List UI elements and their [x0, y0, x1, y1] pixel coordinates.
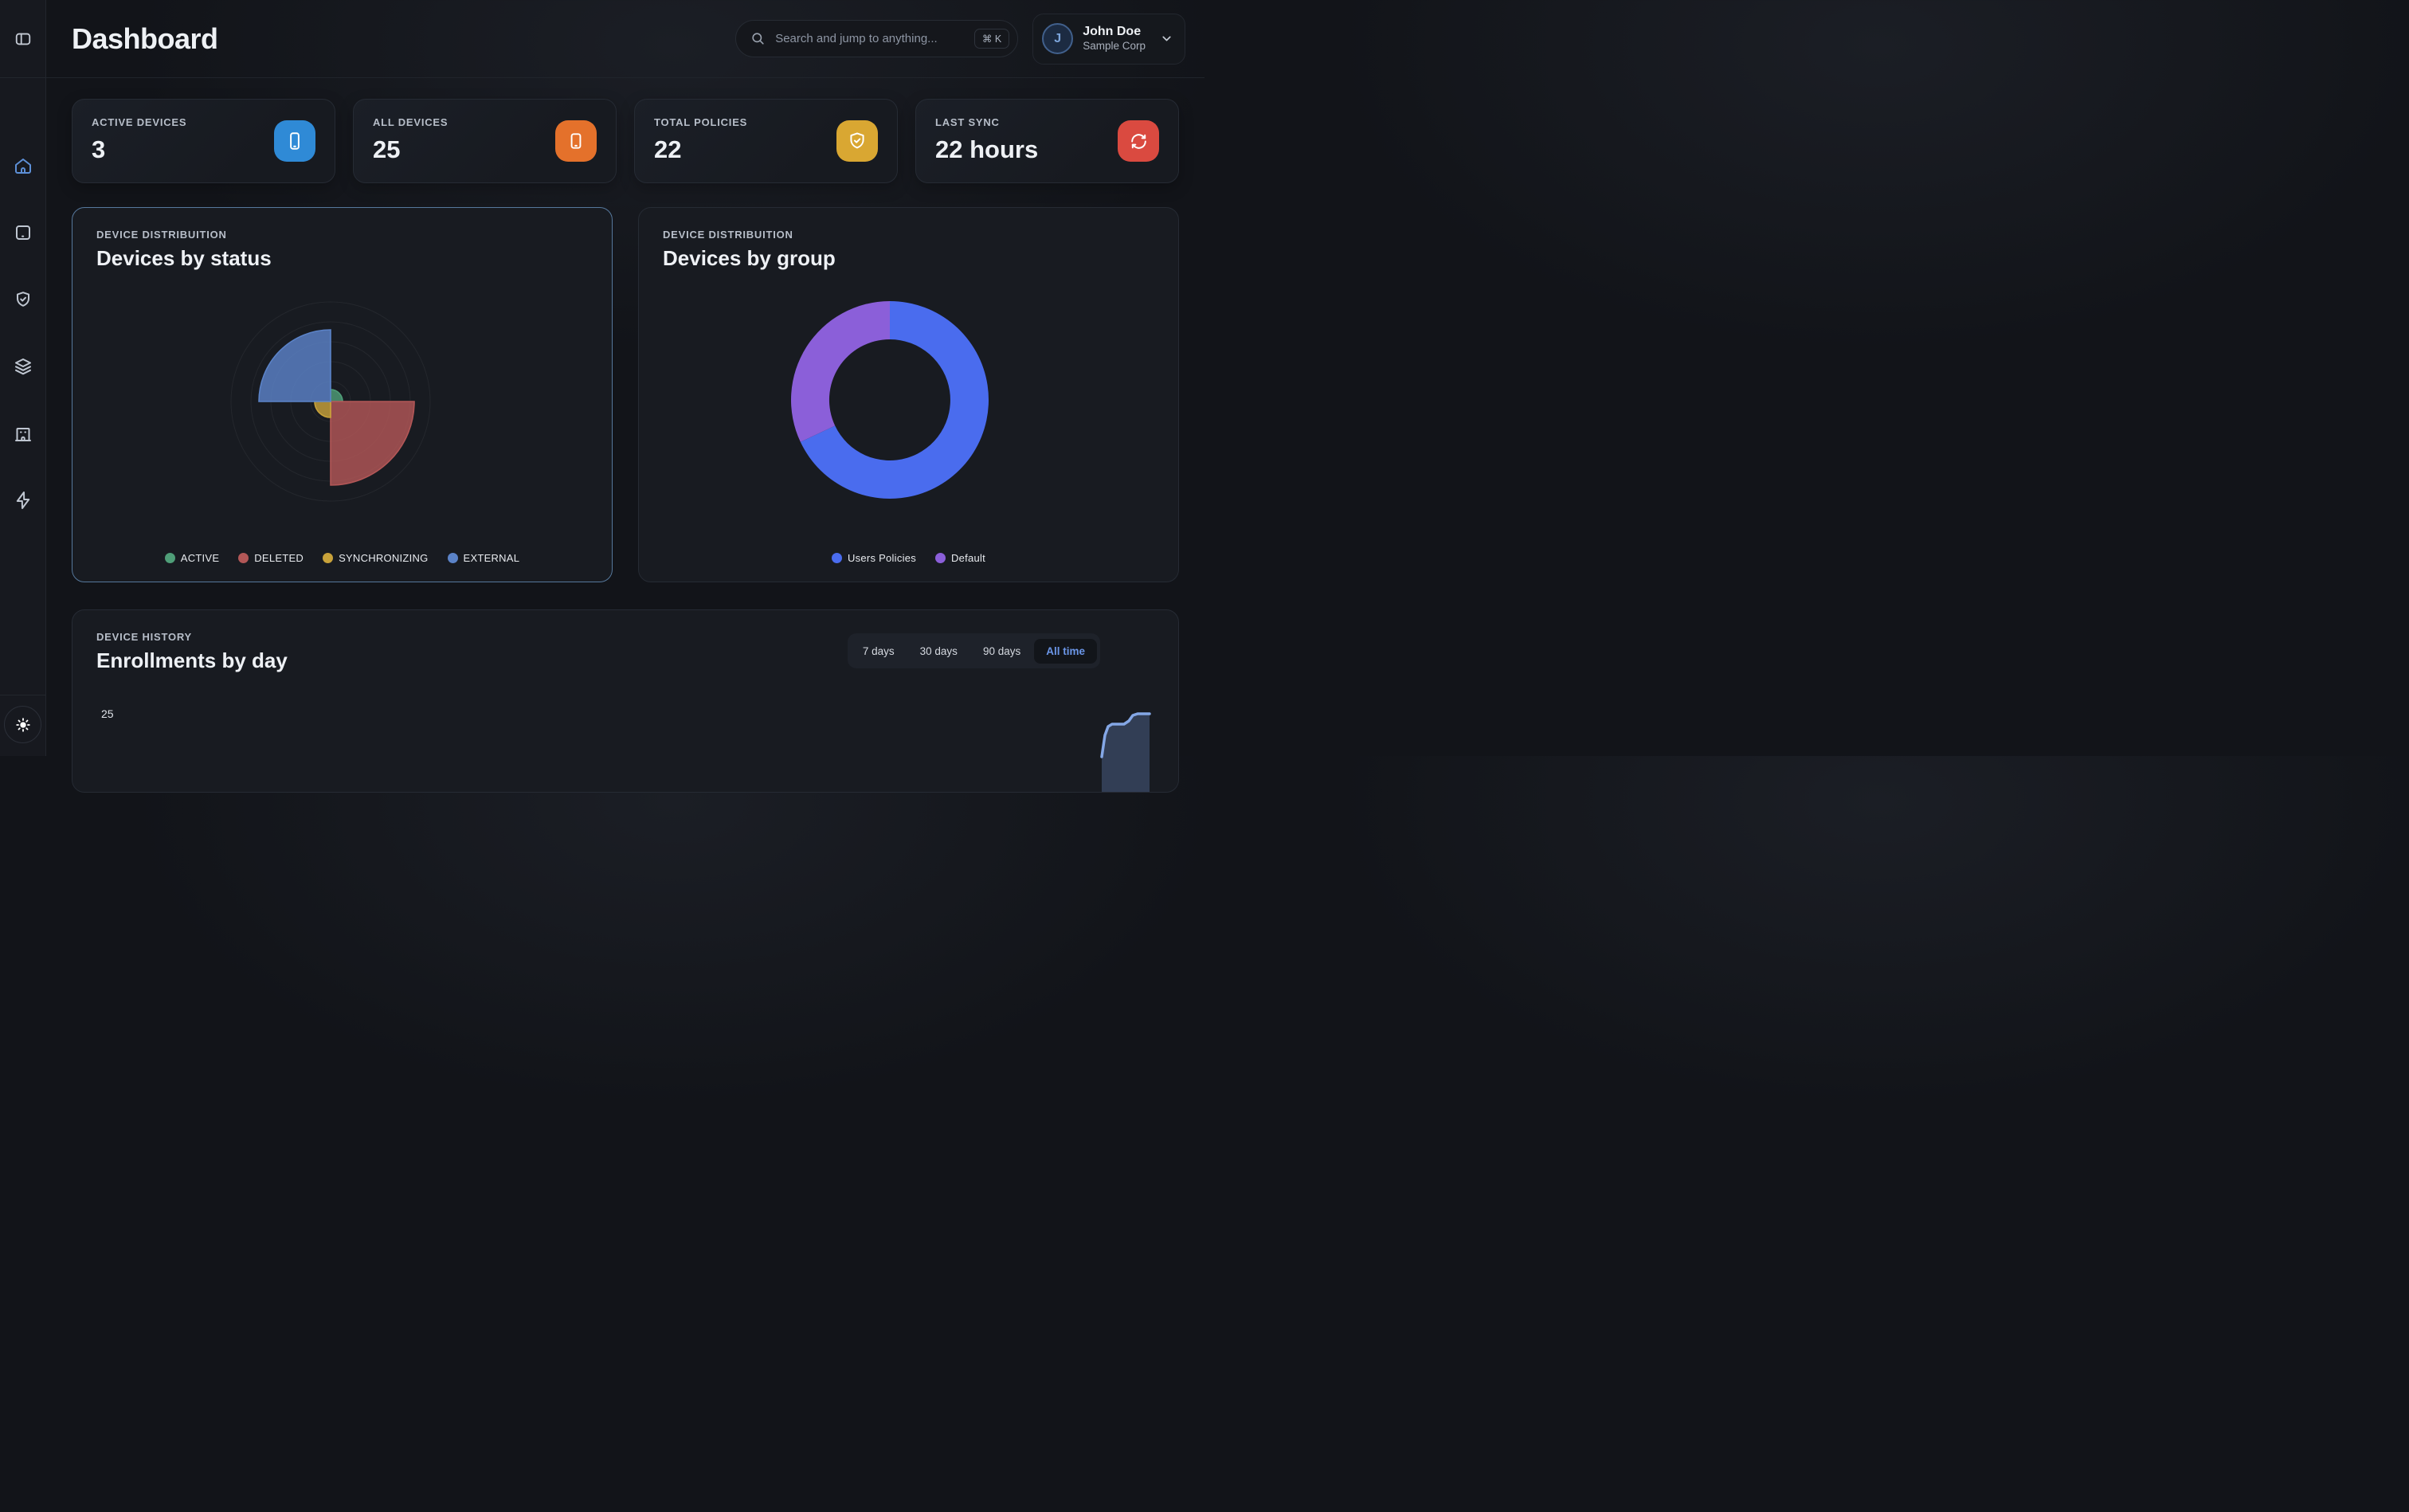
sidebar-footer — [0, 695, 45, 756]
user-menu[interactable]: J John Doe Sample Corp — [1032, 13, 1185, 65]
search-shortcut-badge: ⌘ K — [973, 29, 1010, 49]
sidebar-item-actions[interactable] — [14, 491, 33, 510]
legend-item-external[interactable]: EXTERNAL — [447, 552, 520, 564]
status-legend: ACTIVE DELETED SYNCHRONIZING EXTERNAL — [72, 552, 612, 564]
sidebar-item-home[interactable] — [14, 156, 33, 175]
stat-card-total-policies[interactable]: TOTAL POLICIES 22 — [634, 99, 898, 183]
filter-30-days[interactable]: 30 days — [919, 644, 958, 657]
sidebar-toggle-button[interactable] — [10, 25, 37, 53]
sync-icon — [1118, 120, 1159, 162]
smartphone-icon — [555, 120, 597, 162]
card-title: Enrollments by day — [96, 648, 288, 672]
stat-label: ACTIVE DEVICES — [92, 116, 187, 128]
card-eyebrow: DEVICE DISTRIBUITION — [96, 229, 227, 241]
chevron-down-icon — [1162, 36, 1171, 41]
sidebar-header — [0, 0, 45, 78]
legend-item-synchronizing[interactable]: SYNCHRONIZING — [323, 552, 428, 564]
panel-left-icon — [15, 33, 30, 45]
filter-all-time[interactable]: All time — [1034, 638, 1097, 664]
page-title: Dashboard — [72, 22, 218, 55]
avatar: J — [1042, 23, 1074, 54]
card-title: Devices by status — [96, 246, 272, 270]
sidebar-item-groups[interactable] — [14, 357, 33, 376]
smartphone-icon — [274, 120, 315, 162]
tablet-icon — [15, 225, 30, 240]
shield-check-icon — [836, 120, 878, 162]
user-info: John Doe Sample Corp — [1083, 24, 1146, 53]
sun-icon — [15, 717, 30, 732]
search-input[interactable] — [775, 32, 965, 45]
shield-check-icon — [16, 292, 29, 307]
group-legend: Users Policies Default — [639, 552, 1178, 564]
stat-card-active-devices[interactable]: ACTIVE DEVICES 3 — [72, 99, 335, 183]
filter-90-days[interactable]: 90 days — [982, 644, 1021, 657]
sidebar-item-policies[interactable] — [14, 290, 33, 309]
y-axis-tick-25: 25 — [101, 707, 114, 720]
donut-chart — [790, 301, 989, 499]
legend-dot — [934, 553, 946, 563]
stat-card-last-sync[interactable]: LAST SYNC 22 hours — [915, 99, 1179, 183]
stat-value: 3 — [92, 135, 106, 163]
stats-row: ACTIVE DEVICES 3 ALL DEVICES 25 TOTAL PO… — [72, 99, 1179, 183]
filter-7-days[interactable]: 7 days — [862, 644, 895, 657]
stat-label: LAST SYNC — [935, 116, 1000, 128]
polar-area-chart — [230, 301, 431, 502]
enrollments-line-chart — [1100, 712, 1151, 792]
legend-item-active[interactable]: ACTIVE — [164, 552, 220, 564]
zap-icon — [16, 492, 29, 509]
user-name: John Doe — [1083, 25, 1142, 39]
stat-label: TOTAL POLICIES — [654, 116, 748, 128]
top-bar: Dashboard ⌘ K J John Doe Sample Corp — [46, 0, 1204, 78]
legend-dot — [323, 553, 334, 563]
user-org: Sample Corp — [1083, 40, 1146, 53]
devices-by-status-card[interactable]: DEVICE DISTRIBUITION Devices by status A… — [72, 207, 613, 582]
legend-item-default[interactable]: Default — [934, 552, 985, 564]
sidebar — [0, 0, 46, 756]
stat-value: 22 hours — [935, 135, 1039, 163]
enrollments-by-day-card: DEVICE HISTORY Enrollments by day 7 days… — [72, 609, 1179, 793]
sidebar-nav — [14, 156, 33, 510]
legend-dot — [238, 553, 249, 563]
sidebar-item-organization[interactable] — [14, 424, 33, 443]
layers-icon — [14, 358, 31, 375]
stat-value: 25 — [373, 135, 401, 163]
legend-item-deleted[interactable]: DELETED — [238, 552, 304, 564]
card-eyebrow: DEVICE HISTORY — [96, 631, 192, 643]
devices-by-group-card[interactable]: DEVICE DISTRIBUITION Devices by group Us… — [638, 207, 1179, 582]
legend-dot — [447, 553, 458, 563]
search-bar[interactable]: ⌘ K — [735, 20, 1019, 57]
theme-toggle-button[interactable] — [4, 706, 41, 743]
legend-item-users-policies[interactable]: Users Policies — [831, 552, 916, 564]
card-eyebrow: DEVICE DISTRIBUITION — [663, 229, 793, 241]
charts-row: DEVICE DISTRIBUITION Devices by status A… — [72, 207, 1179, 582]
stat-label: ALL DEVICES — [373, 116, 449, 128]
stat-card-all-devices[interactable]: ALL DEVICES 25 — [353, 99, 617, 183]
legend-dot — [831, 553, 842, 563]
sidebar-item-devices[interactable] — [14, 223, 33, 242]
search-icon — [752, 33, 764, 45]
card-title: Devices by group — [663, 246, 836, 270]
legend-dot — [164, 553, 175, 563]
home-icon — [14, 159, 31, 174]
stat-value: 22 — [654, 135, 682, 163]
building-icon — [14, 428, 31, 441]
time-range-filter: 7 days 30 days 90 days All time — [847, 633, 1100, 668]
